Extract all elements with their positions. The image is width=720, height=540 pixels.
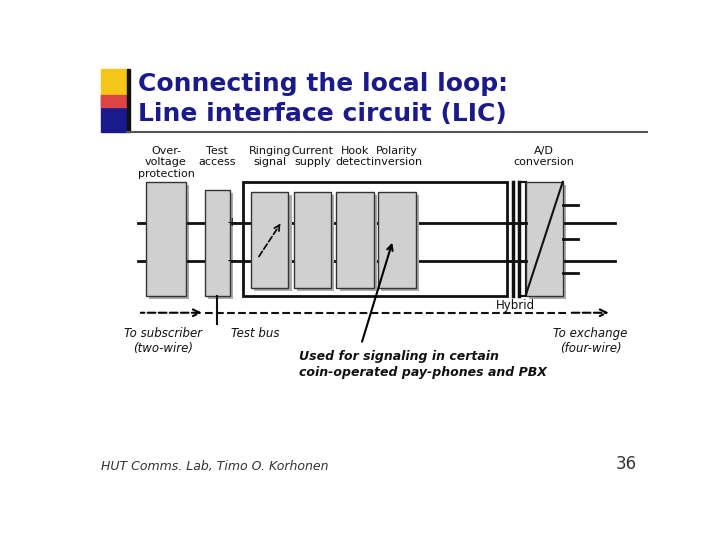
Text: HUT Comms. Lab, Timo O. Korhonen: HUT Comms. Lab, Timo O. Korhonen [101, 460, 328, 473]
Bar [336, 192, 374, 288]
Bar [204, 190, 230, 296]
Text: A/D
conversion: A/D conversion [513, 146, 575, 167]
Text: Hook
detect.: Hook detect. [336, 146, 374, 167]
Text: 36: 36 [616, 455, 637, 473]
Text: To subscriber
(two-wire): To subscriber (two-wire) [124, 327, 202, 355]
Bar [243, 182, 507, 296]
Bar [101, 69, 127, 95]
Text: −: − [227, 255, 238, 268]
Bar [101, 95, 127, 107]
Text: Used for signaling in certain
coin-operated pay-phones and PBX: Used for signaling in certain coin-opera… [300, 350, 547, 380]
Bar [101, 95, 127, 132]
Text: Polarity
inversion: Polarity inversion [372, 146, 423, 167]
Bar [519, 182, 526, 296]
Text: Hybrid: Hybrid [496, 299, 536, 312]
Bar [254, 195, 292, 291]
Text: Ringing
signal: Ringing signal [248, 146, 291, 167]
Text: Over-
voltage
protection: Over- voltage protection [138, 146, 194, 179]
Bar [297, 195, 334, 291]
Bar [526, 182, 563, 296]
Bar [378, 192, 415, 288]
Bar [145, 182, 186, 296]
Text: +: + [227, 216, 238, 229]
Bar [294, 192, 331, 288]
Text: Connecting the local loop:
Line interface circuit (LIC): Connecting the local loop: Line interfac… [138, 72, 508, 126]
Text: Current
supply: Current supply [292, 146, 333, 167]
Bar [127, 69, 130, 132]
Bar [251, 192, 289, 288]
Bar [208, 193, 233, 299]
Text: To exchange
(four-wire): To exchange (four-wire) [554, 327, 628, 355]
Bar [149, 185, 189, 299]
Text: Test
access: Test access [198, 146, 236, 167]
Bar [528, 185, 566, 299]
Bar [340, 195, 377, 291]
Bar [382, 195, 418, 291]
Text: Test bus: Test bus [231, 327, 279, 340]
